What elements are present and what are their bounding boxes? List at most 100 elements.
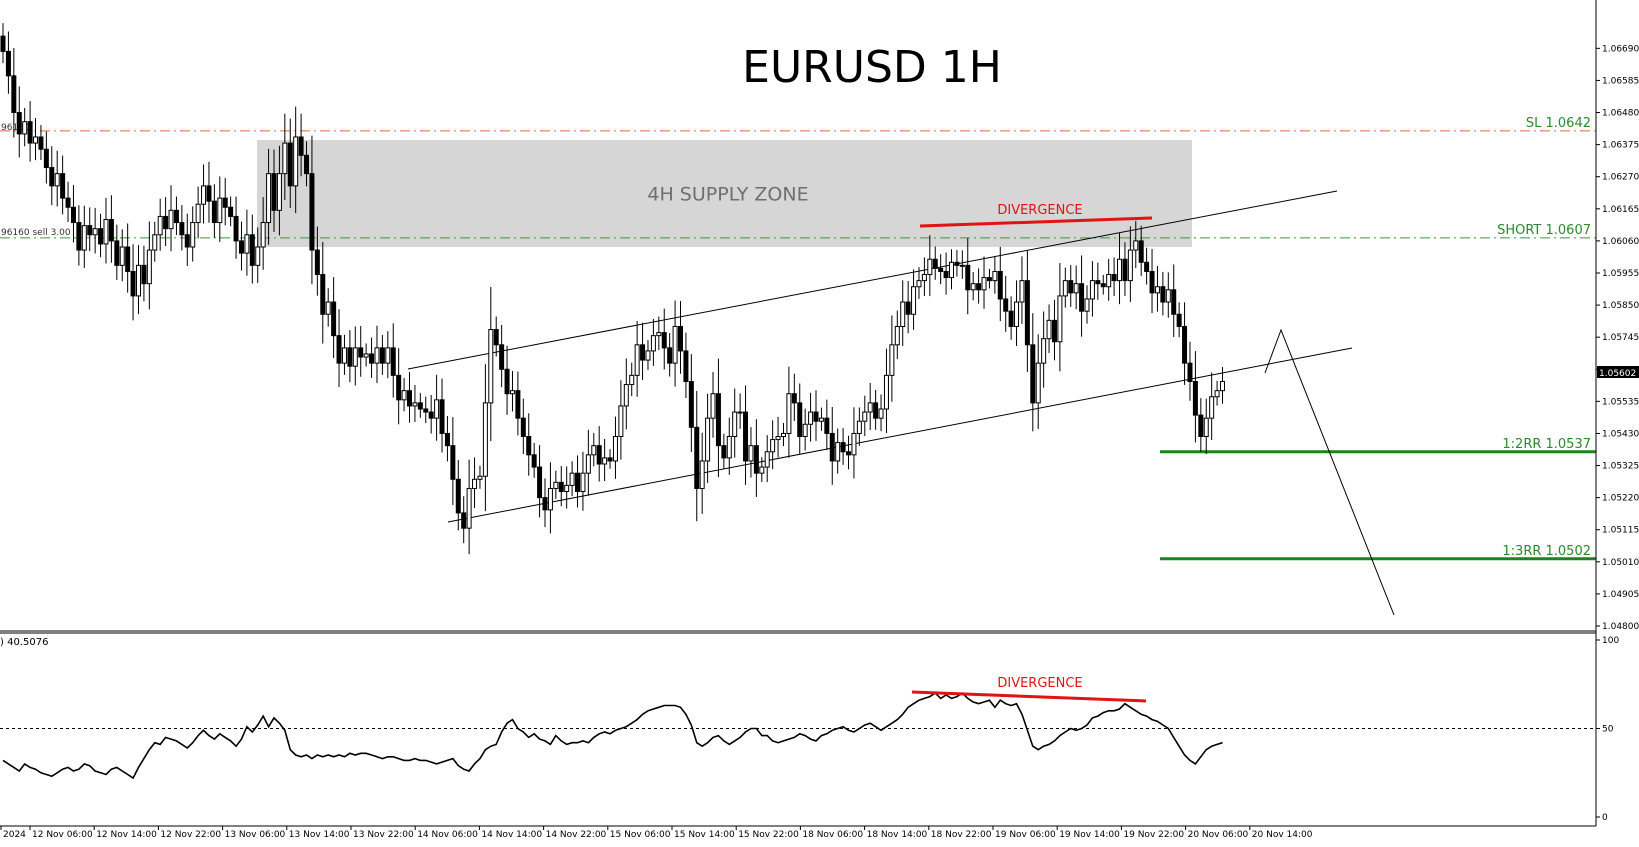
candle (1214, 380, 1220, 406)
candle (1024, 250, 1030, 372)
time-tick-label: 13 Nov 06:00 (225, 830, 286, 840)
candle (509, 370, 515, 412)
candle (699, 432, 705, 514)
candle (612, 416, 618, 479)
candle (70, 185, 76, 243)
candle (959, 250, 965, 279)
candle (54, 150, 60, 207)
candle (499, 324, 505, 388)
candle (753, 419, 759, 497)
candle (580, 451, 586, 511)
candle (27, 101, 33, 162)
candle (547, 462, 553, 534)
rr3-label: 1:3RR 1.0502 (1502, 544, 1591, 559)
candle (531, 442, 537, 478)
candle (526, 413, 532, 476)
candle (201, 164, 207, 224)
candle (867, 382, 873, 431)
candle (282, 113, 288, 201)
candle (553, 470, 559, 499)
candle (732, 388, 738, 458)
candle (211, 184, 217, 238)
candle (472, 457, 478, 509)
candle (38, 125, 44, 160)
oscillator-divergence-line (911, 690, 1147, 703)
candle (602, 438, 608, 482)
candle (1062, 267, 1068, 308)
candle (640, 322, 646, 381)
candle (428, 394, 434, 434)
candle (5, 31, 11, 94)
candle (168, 185, 174, 252)
sl-order-tag: 96160 (1, 123, 30, 133)
projection-path (1264, 328, 1395, 616)
candle (195, 186, 201, 239)
price-tick-label: 1.05115 (1602, 526, 1639, 536)
candle (564, 466, 570, 509)
candle (1203, 398, 1209, 455)
candle (824, 399, 830, 451)
time-tick-label: 15 Nov 14:00 (674, 830, 735, 840)
short-label: SHORT 1.0607 (1497, 223, 1591, 238)
candle (287, 118, 293, 208)
time-tick-label: 13 Nov 14:00 (289, 830, 350, 840)
candle (1051, 299, 1057, 361)
supply-zone (257, 140, 1192, 248)
candle (341, 334, 347, 375)
candle (780, 422, 786, 446)
candle (385, 331, 391, 379)
time-tick-label: 15 Nov 22:00 (738, 830, 799, 840)
candle (11, 48, 17, 138)
chart-title: EURUSD 1H (742, 42, 1002, 93)
candle (1209, 372, 1215, 441)
price-axis-ticks: 1.06690 1.06585 1.06480 1.06375 1.06270 1.061… (1596, 44, 1639, 632)
candle (851, 407, 857, 479)
candle (1127, 226, 1133, 303)
candle (900, 280, 906, 347)
price-tick-label: 1.04905 (1602, 590, 1639, 600)
candle (222, 178, 228, 226)
candle (916, 267, 922, 299)
candle (314, 226, 320, 296)
candle (862, 395, 868, 436)
price-tick-label: 1.05010 (1602, 558, 1639, 568)
oscillator-tick-label: 50 (1602, 725, 1614, 735)
candle (1014, 280, 1020, 347)
candle (157, 198, 163, 251)
candle (596, 426, 602, 482)
candle (808, 392, 814, 442)
candle (412, 385, 418, 423)
candle (743, 385, 749, 485)
candle (1111, 257, 1117, 297)
candle (461, 496, 467, 544)
candle (1035, 334, 1041, 429)
candle (358, 326, 364, 377)
candle (179, 205, 185, 251)
candle (650, 318, 656, 366)
candle (1133, 220, 1139, 269)
time-tick-label: 12 Nov 14:00 (96, 830, 157, 840)
candle (407, 372, 412, 423)
candle (49, 146, 55, 206)
price-tick-label: 1.06375 (1602, 141, 1639, 151)
candle (206, 161, 212, 223)
time-tick-label: 20 Nov 06:00 (1188, 830, 1249, 840)
candle (336, 309, 342, 387)
candle (309, 135, 315, 285)
candle (981, 256, 987, 309)
candle (374, 325, 380, 384)
candle (520, 398, 526, 455)
candle (715, 358, 721, 478)
candle (1122, 242, 1128, 296)
candle (607, 449, 613, 469)
candle (694, 390, 700, 522)
time-tick-label: 12 Nov 06:00 (32, 830, 93, 840)
candle (1084, 285, 1090, 324)
candle (1095, 262, 1101, 300)
candle (883, 348, 889, 434)
candle (992, 256, 998, 294)
price-tick-label: 1.05955 (1602, 269, 1639, 279)
price-divergence-line (919, 216, 1153, 228)
